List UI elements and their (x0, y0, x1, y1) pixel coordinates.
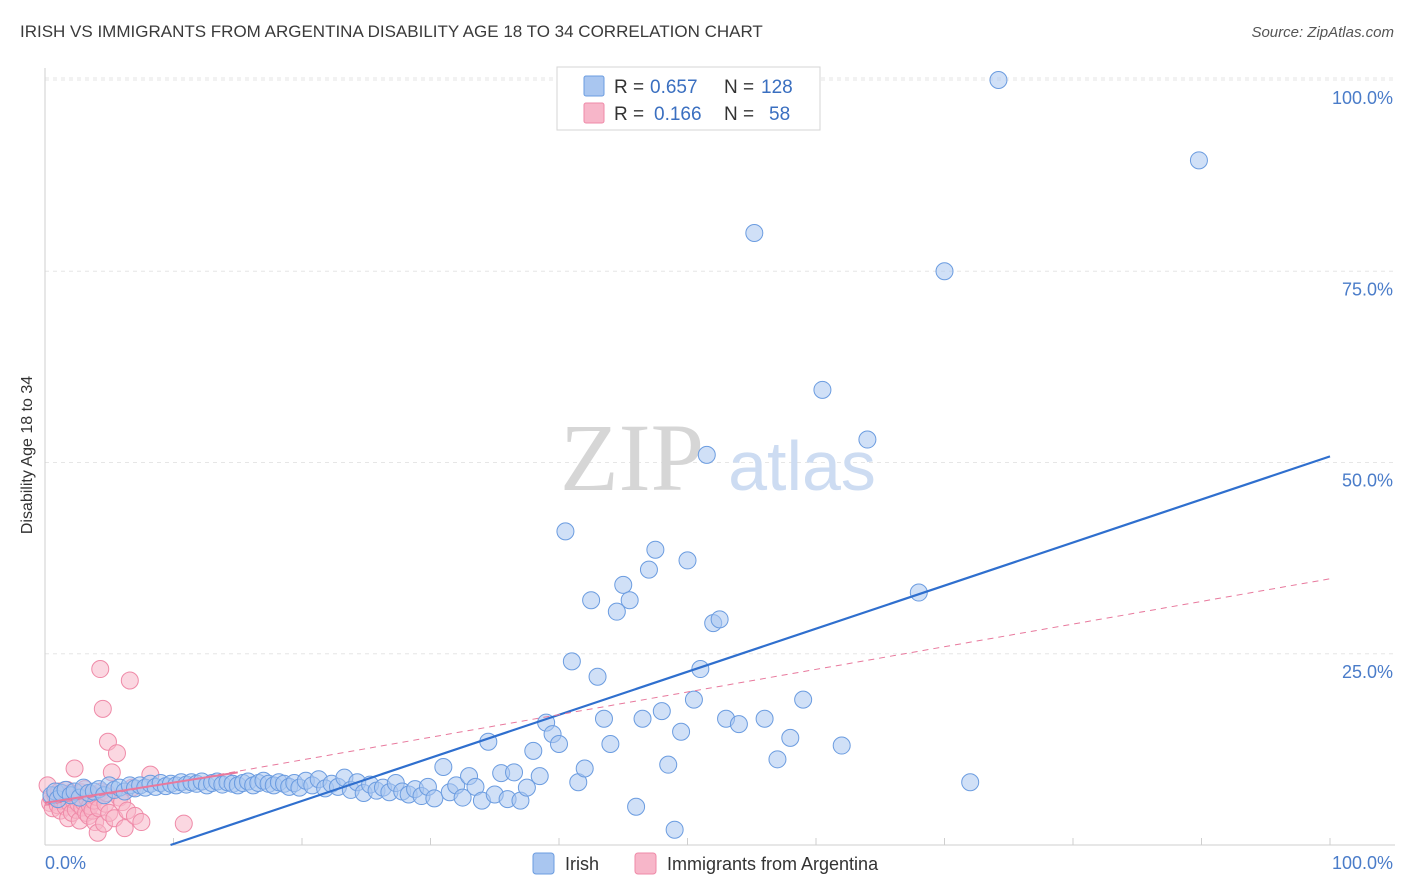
irish-point (697, 445, 716, 464)
argentina-point (93, 699, 112, 718)
legend-n-label-irish: N = (724, 77, 754, 98)
watermark-zip: ZIP (560, 404, 704, 511)
irish-point (858, 430, 877, 449)
y-tick-label: 50.0% (1342, 471, 1393, 491)
irish-point (652, 702, 671, 721)
irish-point (639, 560, 658, 579)
scatter-points (38, 71, 1208, 842)
x-tick-labels: 0.0% 100.0% (45, 853, 1393, 873)
watermark: ZIP atlas (560, 404, 876, 511)
legend-r-label-irish: R = (614, 77, 644, 98)
argentina-point (65, 759, 84, 778)
series-legend-swatch-irish (532, 852, 555, 875)
irish-point (517, 778, 536, 797)
irish-point (1189, 151, 1208, 170)
x-tick-label-max: 100.0% (1332, 853, 1393, 873)
irish-point (794, 690, 813, 709)
argentina-point (174, 814, 193, 833)
irish-point (961, 773, 980, 792)
irish-point (665, 820, 684, 839)
series-legend-swatch-argentina (634, 852, 657, 875)
irish-point (505, 763, 524, 782)
irish-point (989, 71, 1008, 89)
y-tick-label: 25.0% (1342, 662, 1393, 682)
series-legend-label-irish: Irish (565, 854, 599, 874)
legend-n-value-irish: 128 (761, 77, 793, 98)
irish-point (909, 583, 928, 602)
irish-point (434, 757, 453, 776)
argentina-point (115, 819, 134, 838)
irish-point (582, 591, 601, 610)
irish-point (594, 709, 613, 728)
irish-point (575, 759, 594, 778)
irish-point (755, 709, 774, 728)
argentina-point (107, 744, 126, 763)
argentina-point (132, 813, 151, 832)
irish-point (627, 797, 646, 816)
irish-point (935, 262, 954, 281)
irish-point (684, 690, 703, 709)
legend-swatch-irish (583, 75, 605, 97)
legend-r-value-irish: 0.657 (650, 77, 698, 98)
irish-point (768, 750, 787, 769)
irish-point (691, 660, 710, 679)
argentina-point (91, 660, 110, 679)
irish-point (813, 380, 832, 399)
argentina-trendline-solid (44, 771, 238, 804)
irish-point (832, 736, 851, 755)
irish-point (607, 602, 626, 621)
stats-legend: R = 0.657 N = 128 R = 0.166 N = 58 (556, 66, 821, 131)
y-tick-label: 75.0% (1342, 279, 1393, 299)
irish-point (672, 722, 691, 741)
series-legend-label-argentina: Immigrants from Argentina (667, 854, 879, 874)
irish-point (659, 755, 678, 774)
irish-point (646, 540, 665, 559)
chart-source: Source: ZipAtlas.com (1251, 24, 1394, 41)
irish-point (678, 551, 697, 570)
legend-swatch-argentina (583, 102, 605, 124)
irish-point (781, 728, 800, 747)
irish-trendline (170, 455, 1331, 847)
irish-point (588, 667, 607, 686)
irish-point (530, 767, 549, 786)
legend-n-label-argentina: N = (724, 104, 754, 125)
y-tick-label: 100.0% (1332, 88, 1393, 108)
argentina-trendline (44, 578, 1331, 806)
series-legend: Irish Immigrants from Argentina (532, 852, 879, 875)
irish-point (633, 709, 652, 728)
irish-point (556, 522, 575, 541)
irish-point (614, 575, 633, 594)
irish-point (620, 591, 639, 610)
irish-point (550, 735, 568, 754)
trendlines (44, 455, 1331, 847)
chart-title: IRISH VS IMMIGRANTS FROM ARGENTINA DISAB… (20, 22, 763, 41)
irish-point (524, 741, 543, 760)
argentina-point (120, 671, 139, 690)
watermark-atlas: atlas (728, 427, 876, 505)
axes (44, 68, 1395, 846)
irish-point (453, 788, 472, 807)
irish-point (425, 789, 444, 808)
irish-point (729, 715, 748, 734)
legend-r-value-argentina: 0.166 (654, 104, 702, 125)
irish-point (562, 652, 581, 671)
irish-point (601, 735, 620, 754)
irish-point (710, 610, 729, 629)
x-tick-label-min: 0.0% (45, 853, 86, 873)
legend-n-value-argentina: 58 (769, 104, 790, 125)
irish-point (745, 224, 764, 242)
legend-r-label-argentina: R = (614, 104, 644, 125)
y-tick-labels: 100.0% 75.0% 50.0% 25.0% (1332, 88, 1393, 682)
